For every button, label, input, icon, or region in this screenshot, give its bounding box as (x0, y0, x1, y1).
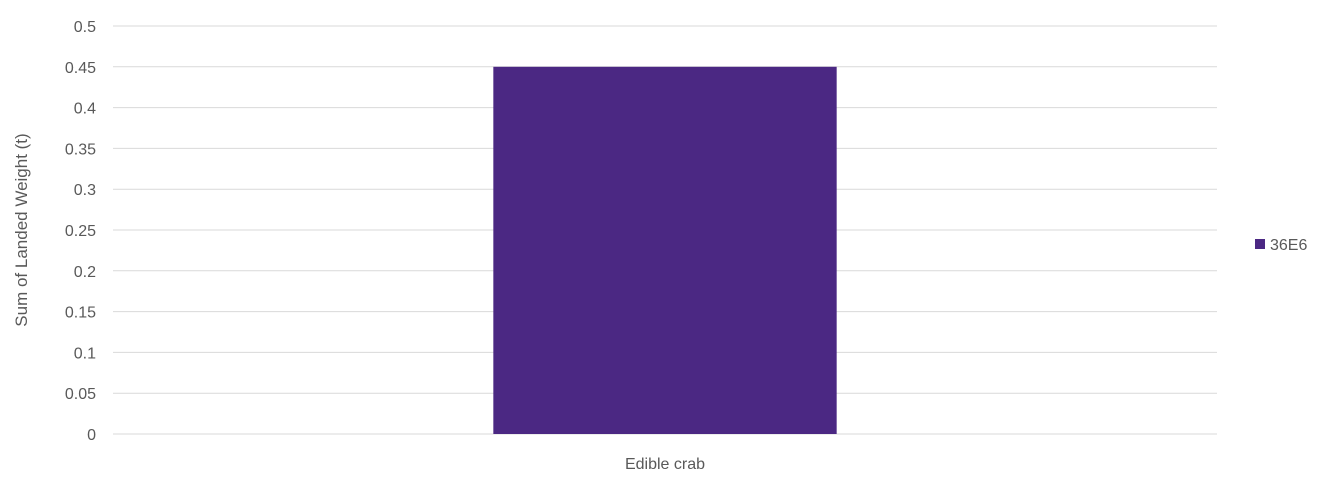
y-tick-label: 0.15 (65, 305, 96, 322)
y-tick-label: 0.4 (74, 101, 96, 118)
y-tick-label: 0.45 (65, 60, 96, 77)
legend-label-36e6: 36E6 (1270, 237, 1307, 254)
y-tick-label: 0.1 (74, 345, 96, 362)
bars (493, 66, 837, 435)
x-tick-label: Edible crab (625, 456, 705, 473)
y-tick-label: 0 (87, 427, 96, 444)
bar-edible-crab (493, 66, 837, 435)
y-axis-label: Sum of Landed Weight (t) (12, 133, 31, 326)
y-tick-label: 0.2 (74, 264, 96, 281)
y-axis-ticks: 0 0.05 0.1 0.15 0.2 0.25 0.3 0.35 0.4 0.45 0.5 (65, 19, 96, 444)
y-tick-label: 0.5 (74, 19, 96, 36)
y-tick-label: 0.25 (65, 223, 96, 240)
x-axis-ticks: Edible crab (625, 456, 705, 473)
y-tick-label: 0.05 (65, 386, 96, 403)
legend-swatch-36e6 (1255, 239, 1265, 249)
legend: 36E6 (1255, 237, 1307, 254)
y-tick-label: 0.35 (65, 141, 96, 158)
y-tick-label: 0.3 (74, 182, 96, 199)
